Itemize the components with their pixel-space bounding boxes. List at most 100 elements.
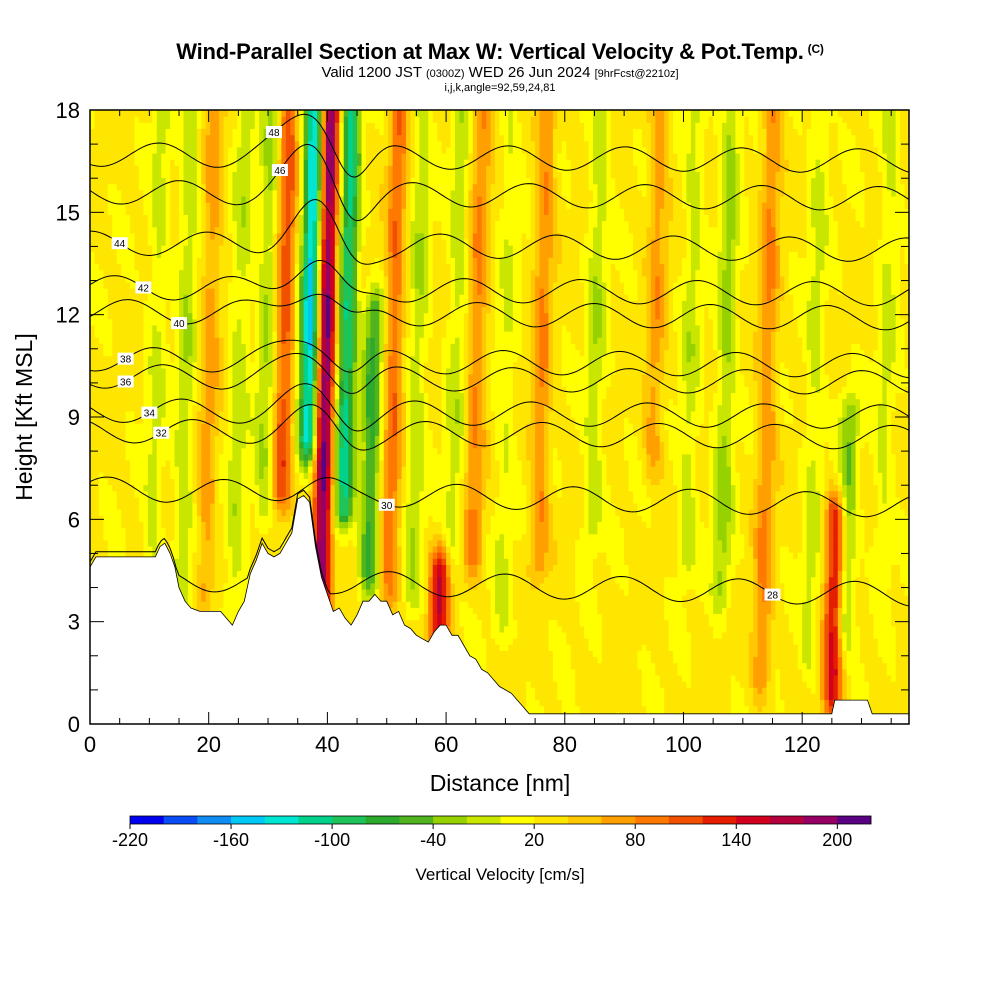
velocity-cell (272, 189, 278, 197)
velocity-cell (98, 521, 104, 529)
velocity-cell (187, 539, 193, 547)
velocity-cell (241, 238, 247, 246)
velocity-cell (281, 128, 287, 136)
velocity-cell (205, 318, 211, 326)
velocity-cell (227, 232, 234, 240)
velocity-cell (161, 275, 167, 283)
velocity-cell (130, 410, 136, 418)
velocity-cell (219, 380, 225, 387)
velocity-cell (98, 281, 104, 289)
velocity-cell (272, 502, 278, 510)
velocity-cell (103, 288, 109, 295)
velocity-cell (107, 128, 113, 136)
velocity-cell (205, 588, 211, 596)
velocity-cell (147, 202, 153, 209)
velocity-cell (285, 441, 291, 449)
velocity-cell (245, 263, 251, 271)
velocity-cell (294, 349, 300, 357)
velocity-cell (254, 306, 260, 314)
velocity-cell (170, 355, 176, 363)
velocity-cell (290, 374, 296, 381)
velocity-cell (116, 312, 122, 320)
velocity-cell (210, 380, 216, 387)
velocity-cell (201, 318, 207, 326)
velocity-cell (276, 189, 282, 197)
velocity-cell (90, 521, 96, 529)
velocity-cell (299, 318, 305, 326)
velocity-cell (232, 269, 238, 277)
velocity-cell (138, 275, 145, 283)
velocity-cell (134, 361, 140, 369)
velocity-cell (219, 214, 225, 222)
velocity-cell (116, 257, 122, 265)
velocity-cell (290, 134, 296, 142)
velocity-cell (94, 159, 100, 166)
velocity-cell (201, 159, 207, 166)
velocity-cell (210, 337, 216, 344)
velocity-cell (254, 453, 260, 461)
velocity-cell (90, 533, 96, 541)
velocity-cell (223, 361, 229, 369)
velocity-cell (107, 152, 113, 160)
velocity-cell (232, 300, 238, 308)
velocity-cell (259, 367, 265, 375)
velocity-cell (112, 515, 118, 522)
velocity-cell (152, 159, 158, 166)
velocity-cell (272, 195, 278, 203)
velocity-cell (187, 435, 193, 443)
velocity-cell (138, 152, 145, 160)
velocity-cell (232, 189, 238, 197)
velocity-cell (130, 134, 136, 142)
velocity-cell (232, 588, 238, 596)
velocity-cell (250, 435, 256, 443)
velocity-cell (179, 288, 185, 295)
velocity-cell (161, 355, 167, 363)
velocity-cell (250, 552, 256, 559)
velocity-cell (250, 484, 256, 492)
velocity-cell (254, 263, 260, 271)
velocity-cell (272, 380, 278, 387)
velocity-cell (285, 423, 291, 430)
velocity-cell (152, 281, 158, 289)
velocity-cell (232, 324, 238, 332)
velocity-cell (196, 343, 202, 351)
velocity-cell (107, 171, 113, 179)
velocity-cell (156, 331, 162, 338)
velocity-cell (241, 386, 247, 394)
velocity-cell (254, 527, 260, 535)
velocity-cell (121, 533, 127, 541)
velocity-cell (143, 343, 149, 351)
velocity-cell (201, 545, 207, 553)
velocity-cell (259, 404, 265, 412)
velocity-cell (130, 232, 136, 240)
velocity-cell (290, 226, 296, 234)
velocity-cell (205, 441, 211, 449)
velocity-cell (130, 245, 136, 252)
velocity-cell (285, 472, 291, 479)
velocity-cell (138, 159, 145, 166)
velocity-cell (210, 502, 216, 510)
velocity-cell (236, 386, 242, 394)
velocity-cell (285, 496, 291, 504)
velocity-cell (299, 355, 305, 363)
velocity-cell (232, 533, 238, 541)
velocity-cell (290, 269, 296, 277)
velocity-cell (299, 214, 305, 222)
velocity-cell (112, 110, 118, 117)
velocity-cell (121, 195, 127, 203)
velocity-cell (223, 288, 229, 295)
velocity-cell (236, 202, 242, 209)
velocity-cell (223, 435, 229, 443)
velocity-cell (210, 490, 216, 498)
velocity-cell (107, 466, 113, 473)
velocity-cell (116, 386, 122, 394)
velocity-cell (134, 306, 140, 314)
velocity-cell (165, 232, 171, 240)
velocity-cell (156, 288, 162, 295)
velocity-cell (223, 281, 229, 289)
velocity-cell (299, 116, 305, 123)
velocity-cell (143, 263, 149, 271)
velocity-cell (187, 404, 193, 412)
velocity-cell (165, 238, 171, 246)
velocity-cell (138, 361, 145, 369)
